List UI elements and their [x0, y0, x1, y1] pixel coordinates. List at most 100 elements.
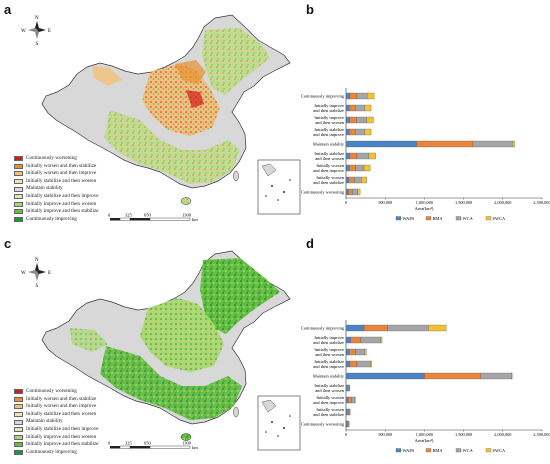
- chart-legend-swatch: [456, 217, 461, 221]
- legend-label: Initially improve and then worsen: [26, 434, 96, 442]
- bar-segment: [346, 373, 424, 379]
- legend-label: Continuously worsening: [26, 388, 77, 396]
- bar-segment: [370, 361, 372, 367]
- bar-segment: [346, 409, 347, 415]
- bar-segment: [346, 385, 347, 391]
- bar-segment: [512, 141, 514, 147]
- bar-segment: [346, 325, 364, 331]
- bar-segment: [367, 93, 374, 99]
- bar-segment: [347, 409, 348, 415]
- compass-s: S: [36, 284, 39, 289]
- legend-label: Initially improve and then worsen: [26, 201, 96, 209]
- legend-label: Initially worsen and then stabilize: [26, 163, 96, 171]
- bar-segment: [349, 129, 355, 135]
- bar-segment: [346, 165, 349, 171]
- scale-unit: km: [192, 217, 198, 222]
- bar-segment: [361, 177, 366, 183]
- legend-swatch: [14, 435, 23, 440]
- bar-segment: [355, 129, 364, 135]
- chart-legend-swatch: [396, 449, 401, 453]
- scale-tick-650: 650: [144, 213, 152, 218]
- chart-legend-swatch: [426, 449, 431, 453]
- legend-label: Continuously improving: [26, 216, 77, 224]
- bar-segment: [346, 397, 348, 403]
- compass-rose-a: N S W E: [21, 16, 51, 47]
- x-tick-label: 2,000,000: [494, 200, 511, 206]
- legend-label: Initially improve and then stabilize: [26, 208, 99, 216]
- legend-swatch: [14, 389, 23, 394]
- legend-item: Initially stabilize and then improve: [14, 426, 99, 434]
- chart-legend-swatch: [426, 217, 431, 221]
- bar-segment: [350, 361, 357, 367]
- chart-legend-swatch: [486, 217, 491, 221]
- x-axis-label: Area(km²): [415, 206, 434, 211]
- legend-swatch: [14, 156, 23, 161]
- chart-legend-label: WCA: [463, 216, 474, 221]
- chart-legend-swatch: [456, 449, 461, 453]
- scale-tick-650: 650: [144, 441, 152, 446]
- bar-segment: [350, 117, 357, 123]
- legend-swatch: [14, 209, 23, 214]
- compass-e: E: [48, 271, 51, 276]
- bar-segment: [346, 141, 417, 147]
- chart-legend-label: BMA: [433, 448, 444, 453]
- chart-legend-label: WCA: [463, 448, 474, 453]
- legend-item: Initially improve and then stabilize: [14, 208, 99, 216]
- bar-segment: [351, 397, 354, 403]
- legend-item: Initially worsen and then improve: [14, 403, 99, 411]
- legend-item: Initially improve and then worsen: [14, 201, 99, 209]
- bar-segment: [349, 349, 355, 355]
- bar-segment: [355, 105, 364, 111]
- bar-segment: [369, 153, 376, 159]
- bar-segment: [357, 93, 367, 99]
- bar-segment: [348, 189, 352, 195]
- chart-legend-label: SWCA: [493, 216, 507, 221]
- x-tick-label: 500,000: [378, 432, 392, 438]
- bar-segment: [348, 421, 349, 427]
- legend-swatch: [14, 179, 23, 184]
- bar-segment: [346, 105, 349, 111]
- chart-legend-label: BMA: [433, 216, 444, 221]
- bar-segment: [424, 373, 480, 379]
- legend-label: Initially improve and then stabilize: [26, 441, 99, 449]
- legend-label: Initially worsen and then stabilize: [26, 396, 96, 404]
- legend-item: Initially stabilize and then worsen: [14, 178, 99, 186]
- bar-segment: [350, 153, 357, 159]
- scale-tick-0: 0: [108, 441, 111, 446]
- south-china-sea-inset-c: [258, 396, 300, 450]
- legend-swatch: [14, 164, 23, 169]
- compass-w: W: [21, 271, 26, 276]
- legend-label: Initially stabilize and then improve: [26, 426, 99, 434]
- legend-label: Continuously worsening: [26, 155, 77, 163]
- bar-segment: [365, 349, 367, 355]
- legend-label: Initially worsen and then improve: [26, 403, 96, 411]
- bar-segment: [355, 349, 364, 355]
- bar-segment: [346, 129, 349, 135]
- bar-segment: [349, 105, 355, 111]
- bar-segment: [367, 117, 374, 123]
- bar-segment: [355, 165, 364, 171]
- legend-label: Maintain stability: [26, 185, 63, 193]
- bar-segment: [355, 397, 356, 403]
- legend-label: Maintain stability: [26, 418, 63, 426]
- scale-tick-325: 325: [125, 441, 133, 446]
- bar-segment: [346, 93, 350, 99]
- category-label: Continuously worsening: [301, 190, 345, 195]
- bar-segment: [348, 409, 350, 415]
- bar-segment: [346, 117, 350, 123]
- legend-item: Continuously improving: [14, 216, 99, 224]
- x-tick-label: 2,500,000: [533, 432, 550, 438]
